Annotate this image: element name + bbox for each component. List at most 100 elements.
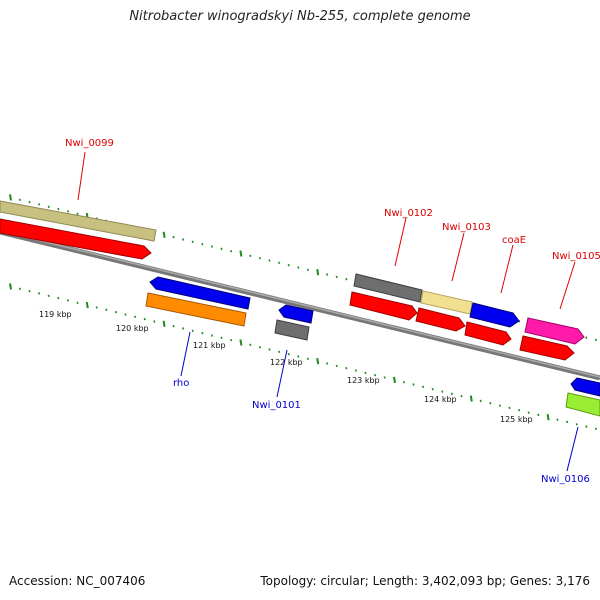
genome-backbone xyxy=(0,229,600,381)
scale-label: 121 kbp xyxy=(193,341,226,350)
minor-tick xyxy=(18,198,21,202)
minor-tick xyxy=(76,301,79,305)
minor-tick xyxy=(306,268,309,272)
label-rho: rho xyxy=(173,378,189,389)
minor-tick xyxy=(38,203,41,206)
major-tick xyxy=(162,320,166,327)
gene-blue-small[interactable] xyxy=(278,304,314,324)
minor-tick xyxy=(287,263,290,267)
label-nwi-0101: Nwi_0101 xyxy=(252,400,301,411)
major-tick xyxy=(316,269,320,276)
minor-tick xyxy=(57,207,60,211)
gene-nwi-0105-red[interactable] xyxy=(519,335,575,361)
minor-tick xyxy=(220,247,223,251)
minor-tick xyxy=(412,383,415,386)
major-tick xyxy=(316,358,320,365)
gene-nwi-0103-red[interactable] xyxy=(415,307,466,332)
minor-tick xyxy=(230,338,233,342)
minor-tick xyxy=(105,308,108,312)
minor-tick xyxy=(460,394,463,398)
minor-tick xyxy=(537,413,540,417)
minor-tick xyxy=(153,320,156,323)
minor-tick xyxy=(498,404,501,407)
minor-tick xyxy=(249,343,252,347)
major-tick xyxy=(9,283,12,290)
gene-rho[interactable] xyxy=(145,292,247,327)
minor-tick xyxy=(556,418,559,421)
minor-tick xyxy=(431,387,434,391)
major-tick xyxy=(393,376,396,384)
minor-tick xyxy=(594,338,597,342)
minor-tick xyxy=(575,423,578,426)
major-tick xyxy=(469,395,473,402)
label-nwi-0105: Nwi_0105 xyxy=(552,251,600,262)
minor-tick xyxy=(594,427,597,431)
label-nwi-0099: Nwi_0099 xyxy=(65,138,114,149)
minor-tick xyxy=(364,371,367,375)
minor-tick xyxy=(182,327,185,330)
minor-tick xyxy=(258,256,261,260)
minor-tick xyxy=(518,408,521,412)
minor-tick xyxy=(66,299,69,302)
lower-tick-track xyxy=(9,283,597,431)
minor-tick xyxy=(114,310,117,314)
minor-tick xyxy=(210,334,213,337)
minor-tick xyxy=(278,350,281,354)
gene-nwi-0099[interactable] xyxy=(0,218,152,260)
gene-nwi-0106[interactable] xyxy=(565,392,600,417)
label-nwi-0103: Nwi_0103 xyxy=(442,222,491,233)
minor-tick xyxy=(28,200,31,204)
minor-tick xyxy=(258,345,261,349)
minor-tick xyxy=(210,245,213,248)
minor-tick xyxy=(201,242,204,246)
minor-tick xyxy=(585,336,588,339)
accession-text: Accession: NC_007406 xyxy=(9,574,146,588)
major-tick xyxy=(239,339,243,346)
scale-label: 124 kbp xyxy=(424,395,457,404)
gene-nwi-0102-gray[interactable] xyxy=(353,273,423,303)
major-tick xyxy=(85,301,89,309)
gene-blue-reverse[interactable] xyxy=(149,276,251,310)
gene-blue-edge[interactable] xyxy=(570,377,600,397)
minor-tick xyxy=(383,376,386,379)
gene-nwi-0101[interactable] xyxy=(274,319,310,341)
minor-tick xyxy=(422,385,425,389)
minor-tick xyxy=(124,313,127,316)
minor-tick xyxy=(230,249,233,253)
minor-tick xyxy=(18,287,21,291)
major-tick xyxy=(546,414,550,421)
minor-tick xyxy=(220,336,223,340)
minor-tick xyxy=(374,373,377,377)
minor-tick xyxy=(335,275,338,279)
minor-tick xyxy=(172,324,175,328)
minor-tick xyxy=(191,240,194,244)
minor-tick xyxy=(95,306,98,309)
gene-tan-feature[interactable] xyxy=(0,200,157,242)
minor-tick xyxy=(441,390,444,393)
minor-tick xyxy=(47,294,50,298)
minor-tick xyxy=(345,277,348,281)
major-tick xyxy=(9,194,12,201)
gene-nwi-0103-beige[interactable] xyxy=(420,290,473,315)
scale-label: 120 kbp xyxy=(116,324,149,333)
leader-lines xyxy=(77,151,579,472)
gene-nwi-0102-red[interactable] xyxy=(349,291,418,321)
minor-tick xyxy=(268,259,271,262)
minor-tick xyxy=(182,238,185,241)
gene-coae[interactable] xyxy=(469,302,520,328)
gene-coae-red[interactable] xyxy=(464,321,512,346)
scale-label: 125 kbp xyxy=(500,415,533,424)
minor-tick xyxy=(450,392,453,396)
minor-tick xyxy=(297,355,300,358)
gene-nwi-0105[interactable] xyxy=(524,317,585,345)
minor-tick xyxy=(566,420,569,424)
genome-backbone-highlight xyxy=(0,230,600,378)
minor-tick xyxy=(47,205,50,209)
major-tick xyxy=(239,250,243,257)
minor-tick xyxy=(201,331,204,335)
label-coae: coaE xyxy=(502,235,526,246)
minor-tick xyxy=(354,369,357,372)
minor-tick xyxy=(38,292,41,295)
minor-tick xyxy=(134,315,137,319)
